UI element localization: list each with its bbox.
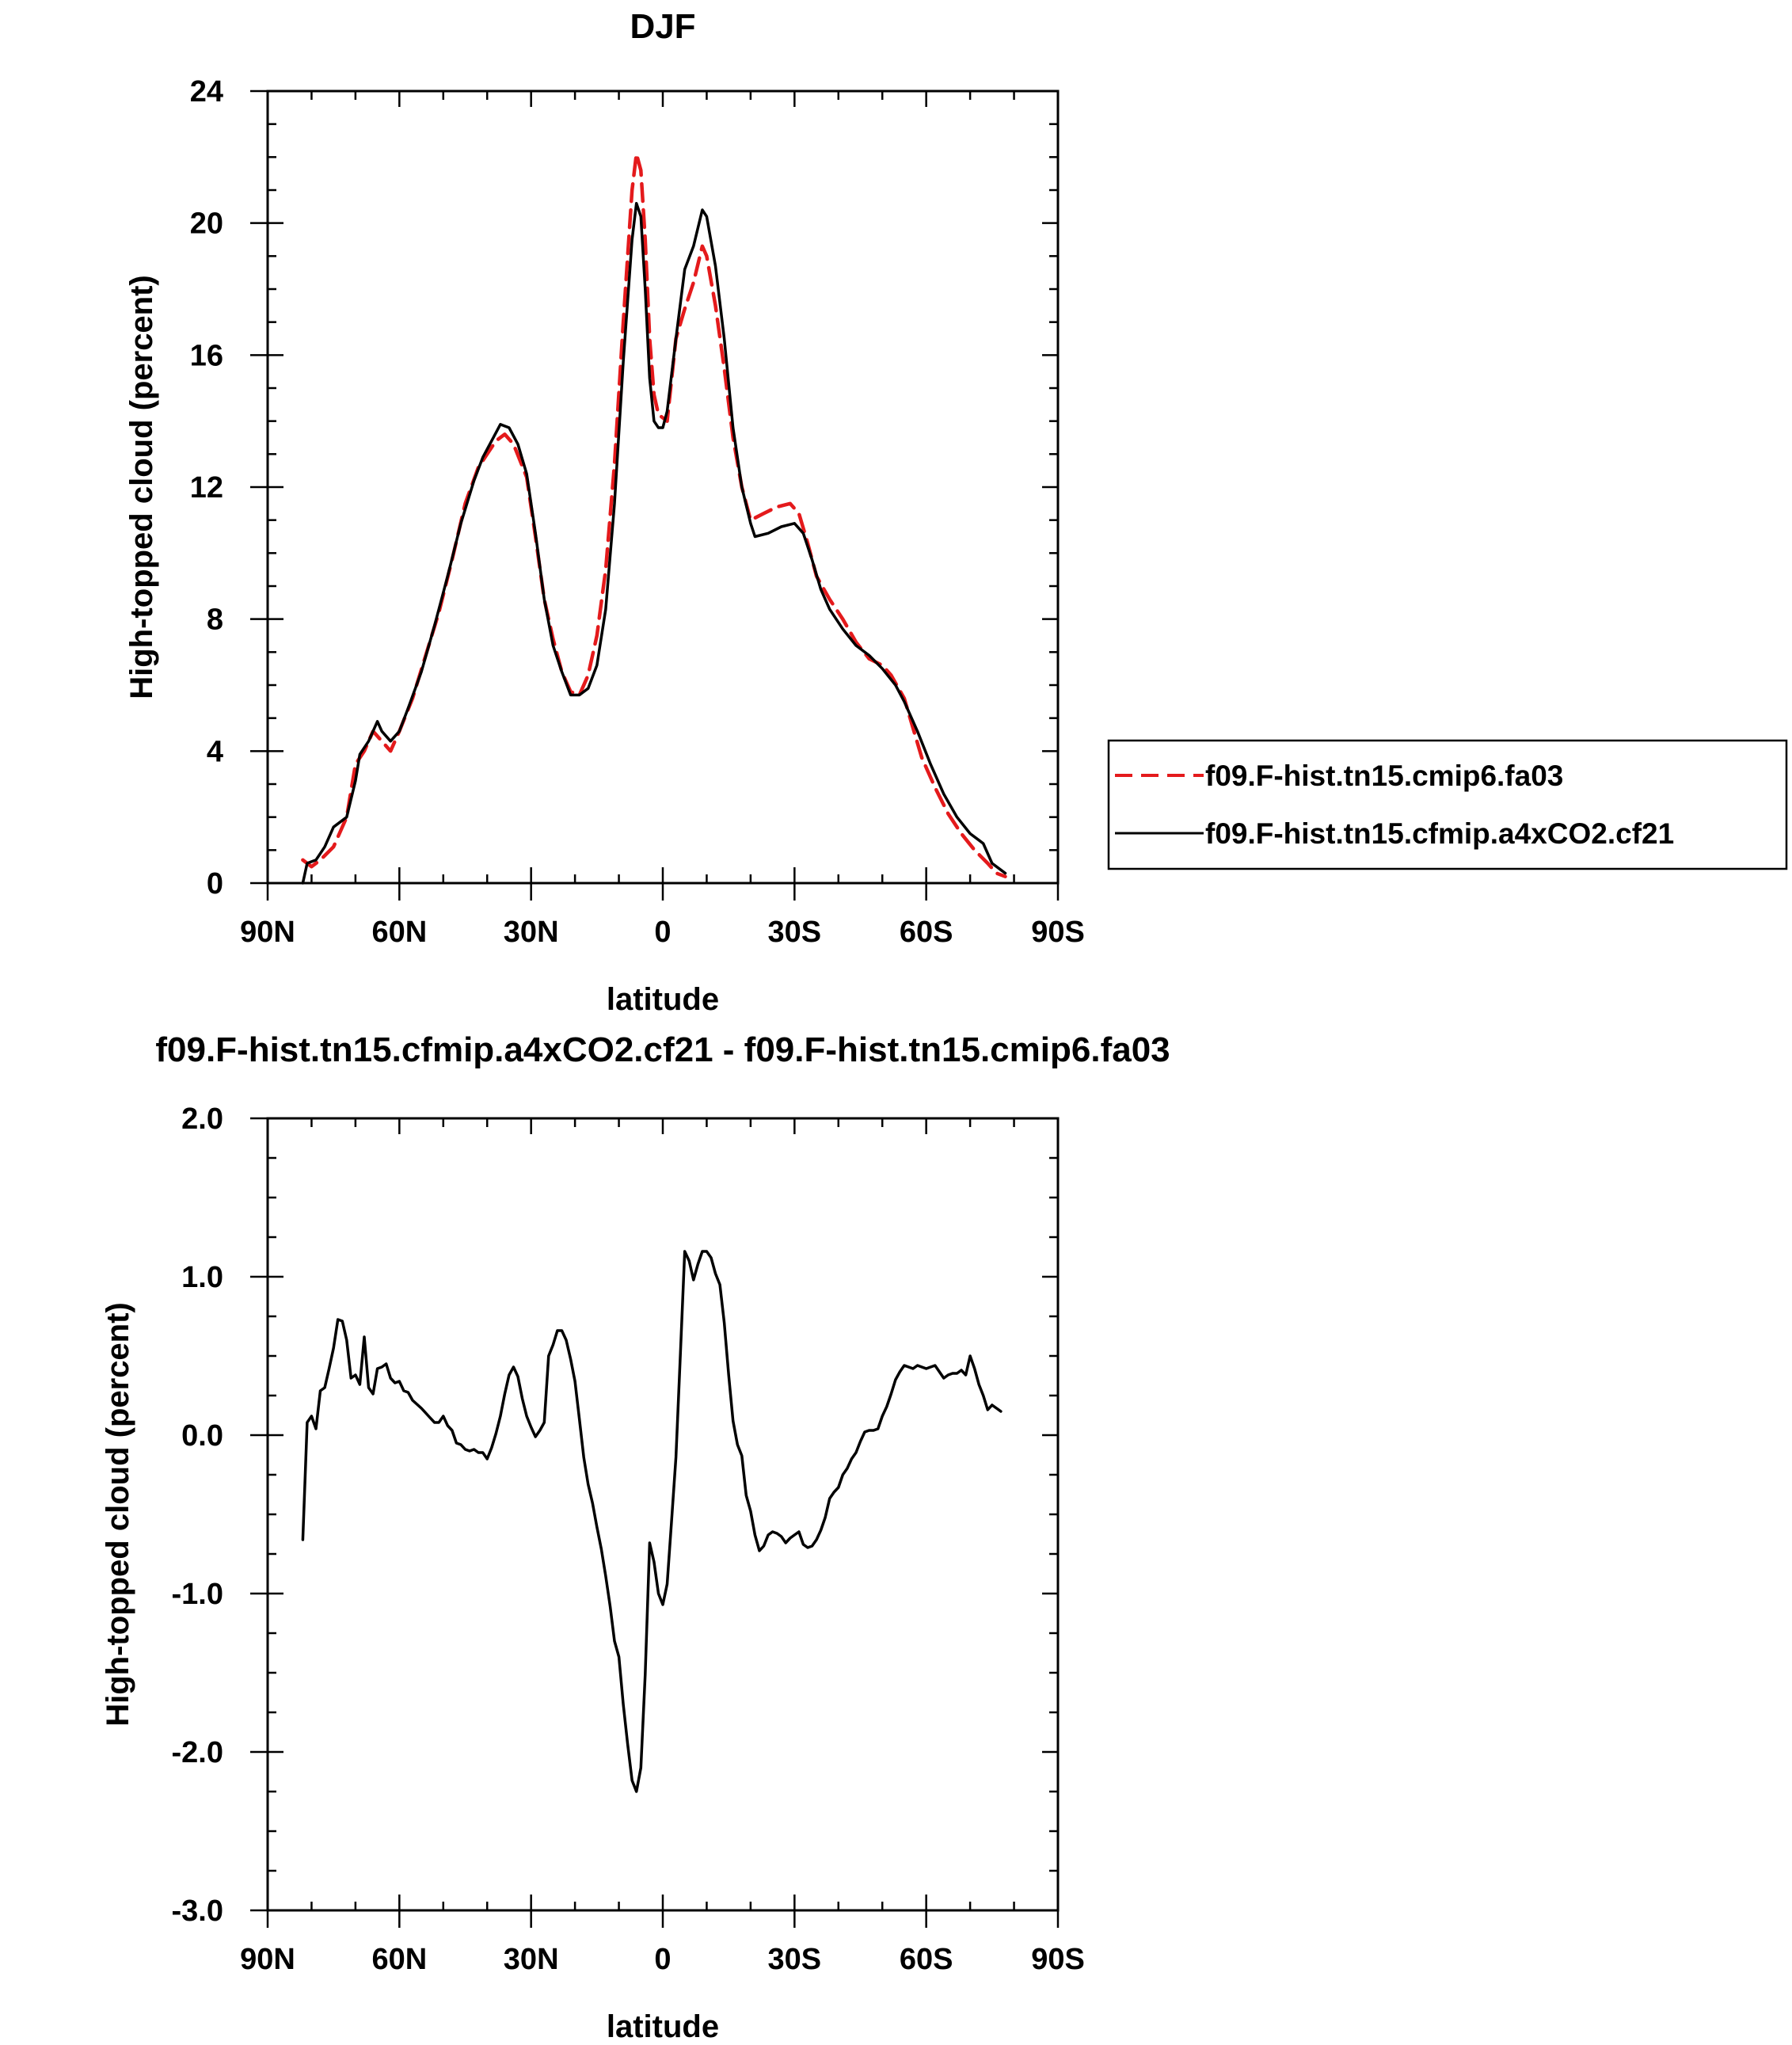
x-tick-label: 30S [768,1943,822,1976]
y-tick-label: 0.0 [181,1419,223,1453]
x-tick-label: 30N [504,916,559,949]
djf-panel: DJF 90N 60N 30N 0 30S 60S 90S 0 4 8 12 16 20 24 latit… [124,7,1085,1017]
legend-entry-cf21: f09.F-hist.tn15.cfmip.a4xCO2.cf21 [1205,817,1674,850]
x-axis-label: latitude [607,982,719,1017]
plot-frame [266,1117,1060,1912]
legend-entry-fa03: f09.F-hist.tn15.cmip6.fa03 [1205,760,1563,792]
x-tick-label: 90N [240,1943,295,1976]
x-tick-label: 0 [654,1943,671,1976]
y-tick-label: 0 [207,867,223,901]
y-axis-label: High-topped cloud (percent) [101,1302,135,1727]
y-tick-label: -1.0 [172,1578,223,1611]
series-line-cf21 [301,201,1007,885]
panel-title: f09.F-hist.tn15.cfmip.a4xCO2.cf21 - f09.… [155,1030,1170,1069]
y-tick-label: 16 [190,339,223,372]
x-tick-label: 60N [371,916,427,949]
x-tick-label: 30N [504,1943,559,1976]
difference-panel: f09.F-hist.tn15.cfmip.a4xCO2.cf21 - f09.… [101,1030,1170,2044]
x-axis-label: latitude [607,2009,719,2044]
x-tick-label: 60S [900,1943,953,1976]
x-tick-label: 90N [240,916,295,949]
x-tick-label: 60S [900,916,953,949]
series-line-difference [301,1250,1003,1793]
y-axis-label: High-topped cloud (percent) [124,275,159,699]
y-tick-label: 24 [190,75,223,109]
y-tick-label: 8 [207,604,223,637]
y-tick-label: -2.0 [172,1736,223,1769]
y-tick-label: 20 [190,208,223,241]
plot-frame [266,89,1060,885]
legend-box [1107,739,1788,870]
y-tick-label: -3.0 [172,1895,223,1928]
x-tick-label: 0 [654,916,671,949]
x-tick-label: 90S [1031,1943,1085,1976]
x-tick-label: 30S [768,916,822,949]
x-tick-label: 60N [371,1943,427,1976]
series-line-fa03 [301,151,1007,878]
y-tick-label: 12 [190,471,223,505]
legend: f09.F-hist.tn15.cmip6.fa03 f09.F-hist.tn… [1107,739,1788,870]
y-tick-label: 1.0 [181,1261,223,1294]
panel-title: DJF [630,7,695,46]
y-tick-label: 2.0 [181,1102,223,1136]
x-tick-label: 90S [1031,916,1085,949]
y-tick-label: 4 [207,735,223,768]
